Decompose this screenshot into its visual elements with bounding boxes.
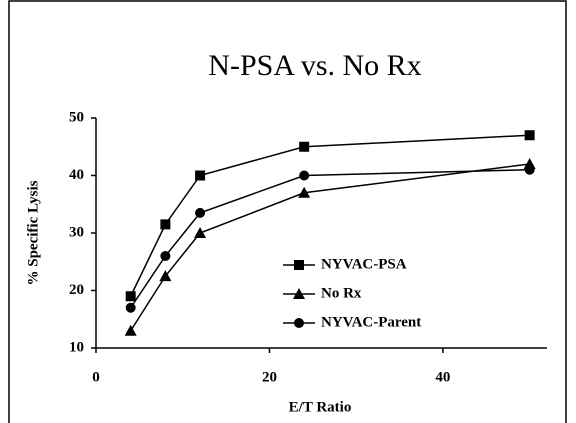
- y-tick-label: 10: [69, 339, 84, 355]
- chart-title: N-PSA vs. No Rx: [208, 49, 421, 82]
- y-tick-label: 40: [69, 167, 84, 183]
- y-tick-label: 30: [69, 224, 84, 240]
- point: [299, 141, 310, 152]
- legend-label: NYVAC-PSA: [321, 256, 407, 272]
- frame: [8, 0, 567, 423]
- point: [195, 170, 206, 181]
- point: [524, 164, 535, 175]
- legend-marker: [294, 318, 304, 328]
- x-tick-label: 40: [435, 369, 450, 385]
- x-tick-label: 20: [262, 369, 277, 385]
- point: [159, 270, 172, 282]
- point: [125, 302, 136, 313]
- point: [125, 291, 136, 302]
- x-axis-label: E/T Ratio: [289, 399, 352, 415]
- point: [160, 251, 171, 261]
- point: [298, 186, 311, 198]
- legend-marker: [294, 260, 304, 270]
- legend-label: No Rx: [321, 285, 362, 301]
- point: [299, 170, 310, 181]
- legend-marker: [293, 288, 305, 299]
- point: [160, 219, 171, 230]
- x-tick-label: 0: [92, 369, 100, 385]
- point: [124, 324, 137, 336]
- y-axis-label: % Specific Lysis: [25, 180, 41, 285]
- point: [194, 227, 207, 238]
- legend-label: NYVAC-Parent: [321, 314, 421, 330]
- y-tick-label: 20: [69, 282, 84, 298]
- point: [195, 207, 206, 218]
- y-tick-label: 50: [69, 109, 84, 125]
- point: [524, 130, 535, 141]
